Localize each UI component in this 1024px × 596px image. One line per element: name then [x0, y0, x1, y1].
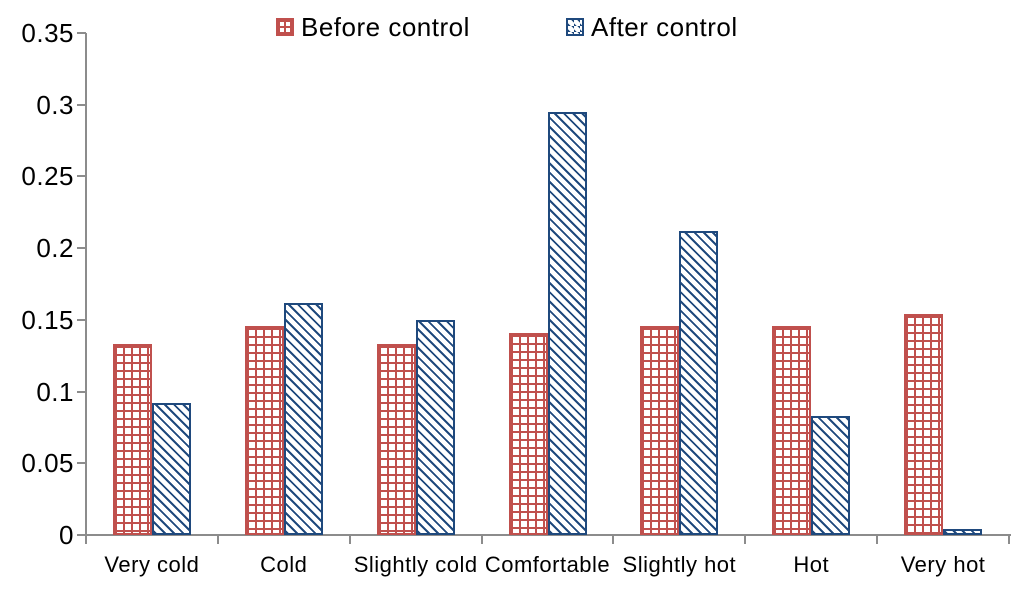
y-tick-label-0.2: 0.2 [36, 233, 74, 264]
y-tick-label-0.3: 0.3 [36, 89, 74, 120]
bar-after-control-slightly-hot [679, 231, 719, 535]
x-tick-5 [744, 534, 747, 544]
bar-before-control-slightly-cold [376, 344, 416, 535]
bar-before-control-very-hot [904, 314, 944, 535]
legend-item-before-control: Before control [276, 13, 470, 41]
bar-before-control-slightly-hot [640, 326, 680, 535]
bar-after-control-slightly-cold [415, 320, 455, 535]
bar-before-control-hot [772, 326, 812, 535]
category-label-very-hot: Very hot [900, 552, 986, 577]
bar-after-control-cold [283, 303, 323, 535]
x-tick-0 [85, 534, 87, 544]
y-tick-0.3 [77, 103, 86, 106]
y-tick-label-0: 0 [59, 520, 74, 550]
legend-label-after-control: After control [591, 12, 738, 42]
y-tick-label-0.05: 0.05 [21, 448, 74, 479]
before-control-swatch-icon [276, 18, 294, 36]
y-tick-0.1 [77, 390, 86, 393]
y-tick-0.2 [77, 247, 86, 250]
y-axis [85, 33, 87, 536]
x-tick-7 [1008, 534, 1010, 544]
x-tick-3 [480, 534, 483, 544]
bar-after-control-very-cold [151, 403, 191, 535]
category-label-cold: Cold [260, 552, 308, 577]
y-tick-0.35 [77, 32, 86, 34]
y-tick-0.05 [77, 462, 86, 465]
x-axis [85, 534, 1011, 536]
category-label-hot: Hot [793, 552, 830, 577]
y-tick-label-0.35: 0.35 [21, 18, 74, 48]
after-control-swatch-icon [566, 18, 584, 36]
category-label-slightly-hot: Slightly hot [622, 552, 737, 577]
y-tick-0.15 [77, 318, 86, 321]
x-tick-1 [216, 534, 219, 544]
bar-after-control-very-hot [943, 529, 983, 535]
x-tick-2 [348, 534, 351, 544]
bar-before-control-cold [244, 326, 284, 535]
x-tick-4 [612, 534, 615, 544]
x-tick-6 [876, 534, 879, 544]
bar-before-control-very-cold [112, 344, 152, 535]
y-tick-0.25 [77, 175, 86, 178]
y-tick-0 [77, 534, 86, 536]
category-label-slightly-cold: Slightly cold [353, 552, 478, 577]
y-tick-label-0.15: 0.15 [21, 304, 74, 335]
category-label-comfortable: Comfortable [484, 552, 611, 577]
legend-label-before-control: Before control [301, 12, 470, 42]
bar-before-control-comfortable [508, 333, 548, 535]
y-tick-label-0.1: 0.1 [36, 376, 74, 407]
bar-after-control-hot [811, 416, 851, 535]
category-label-very-cold: Very cold [104, 552, 200, 577]
bar-after-control-comfortable [547, 112, 587, 535]
legend-item-after-control: After control [566, 13, 738, 41]
y-tick-label-0.25: 0.25 [21, 161, 74, 192]
